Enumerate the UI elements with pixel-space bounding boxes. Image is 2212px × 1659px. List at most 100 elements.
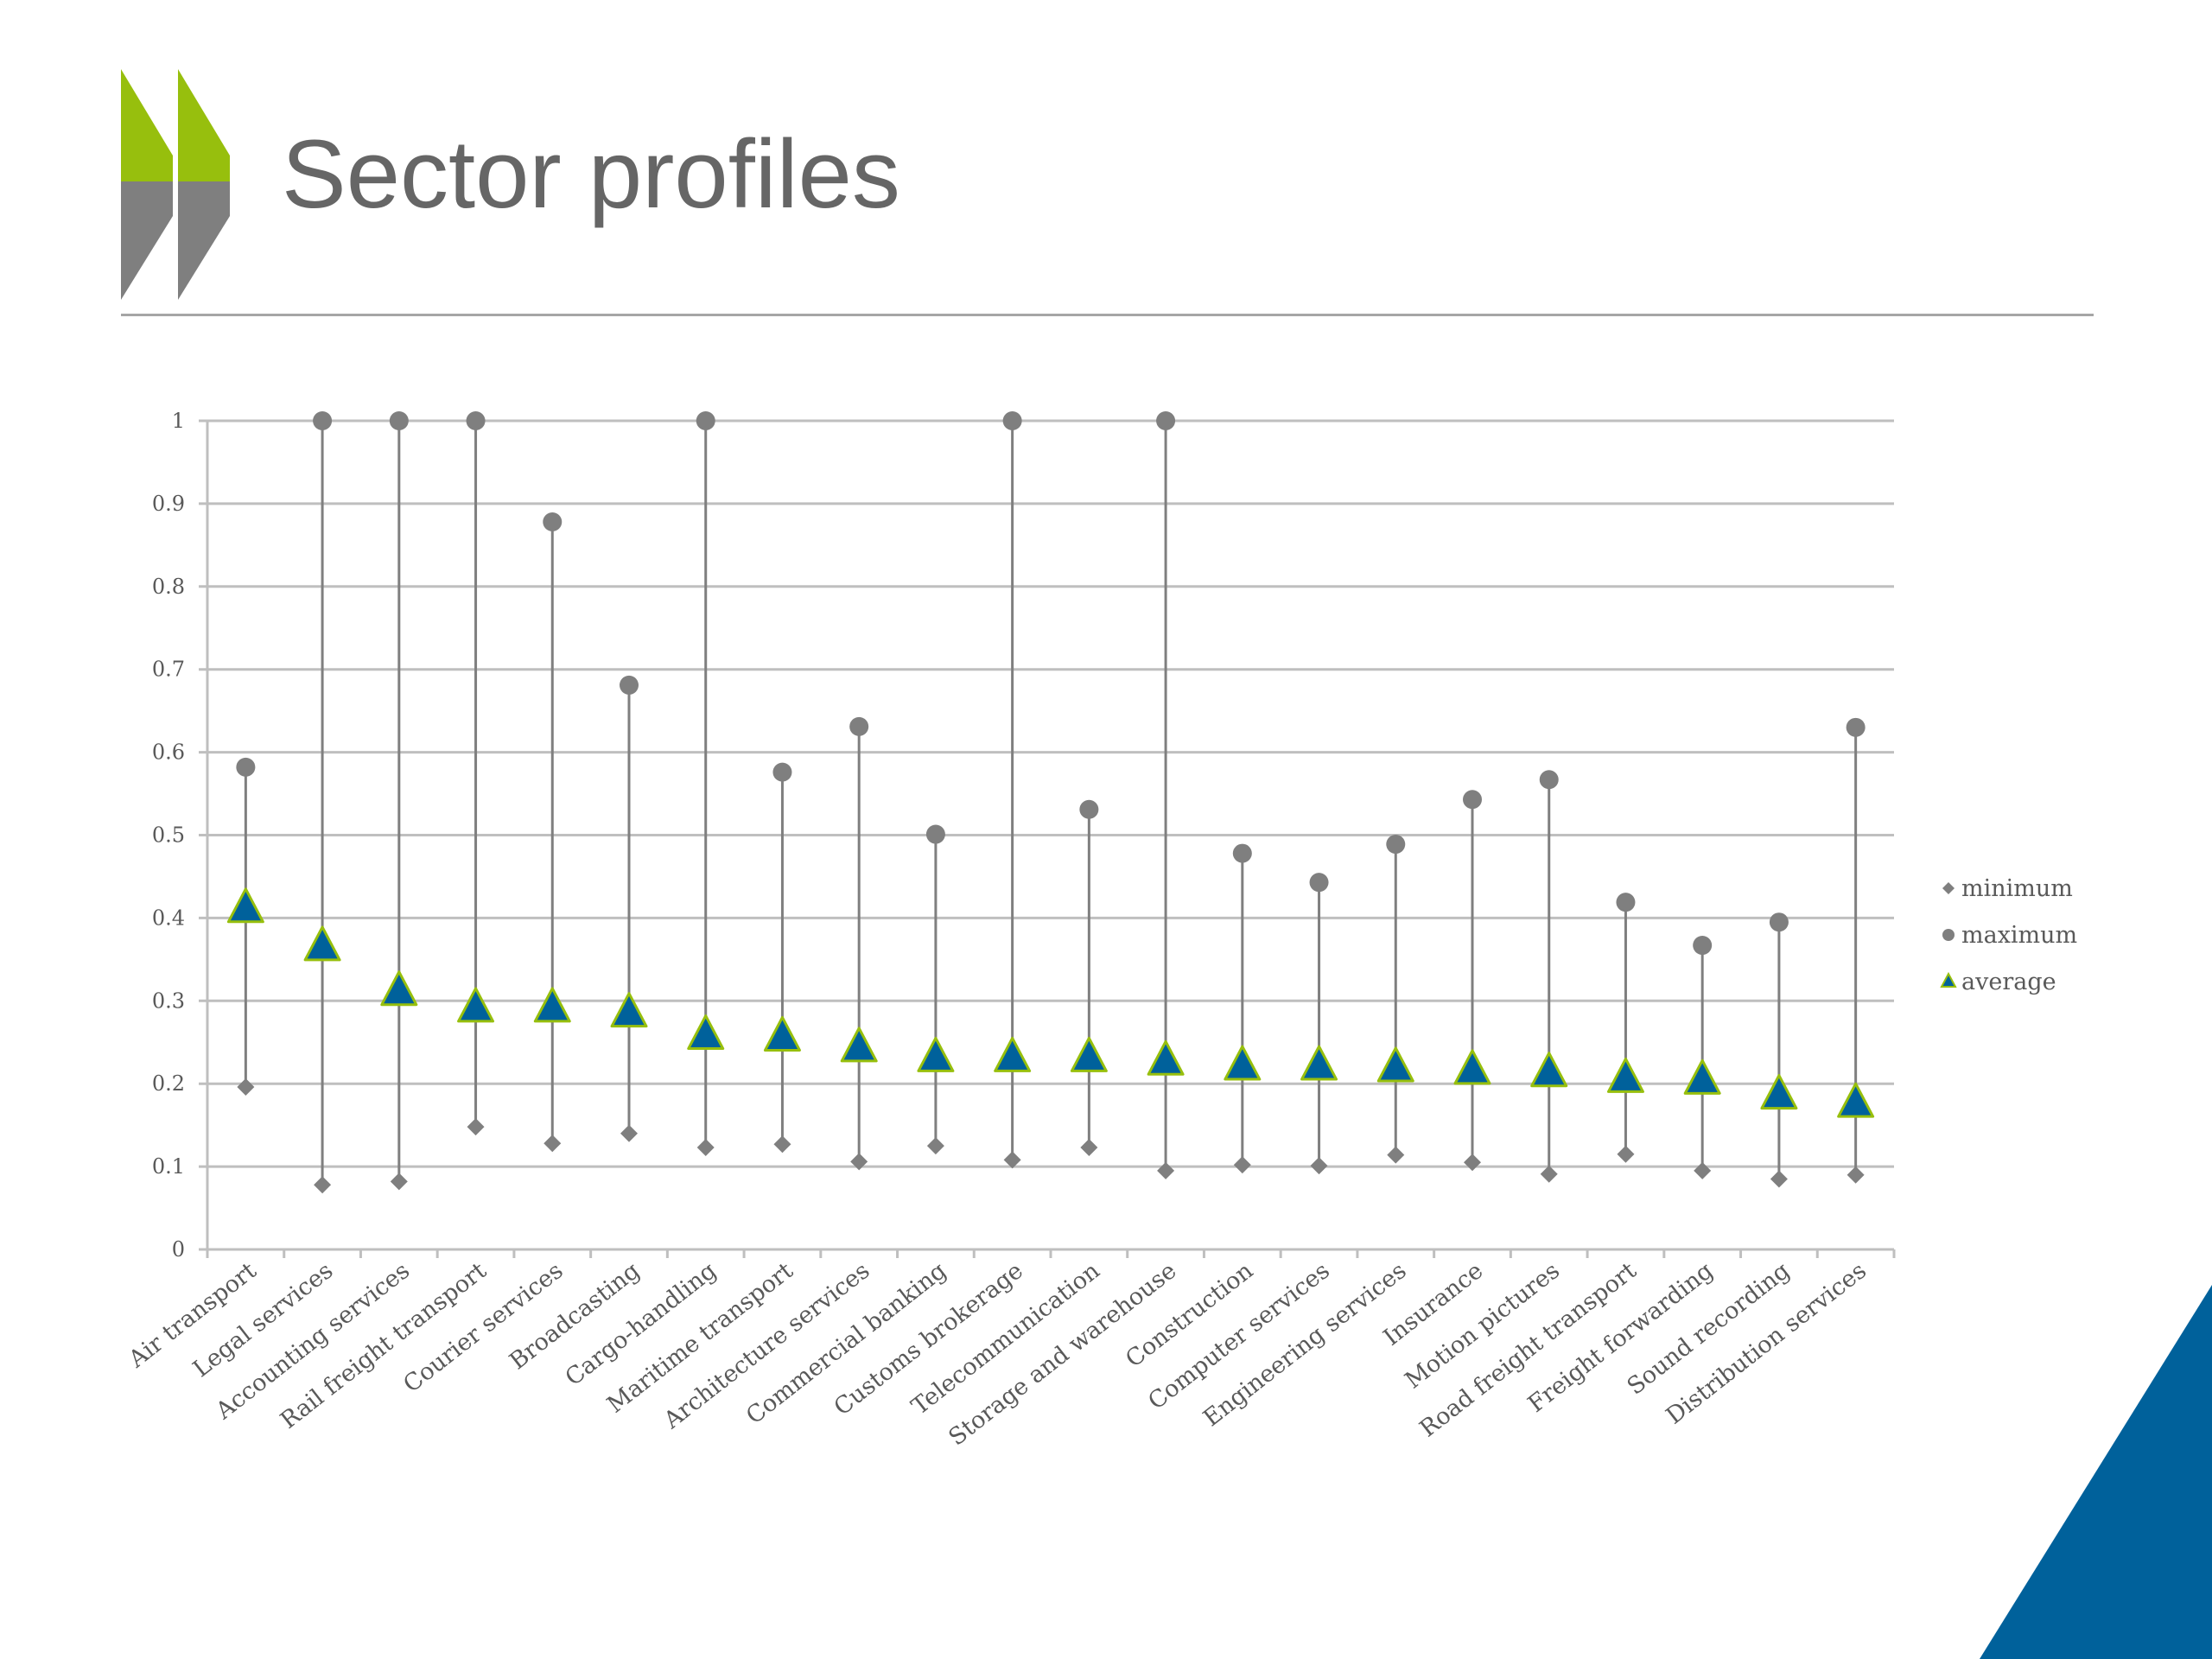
maximum-point [236, 757, 256, 777]
y-tick-label: 0.5 [152, 823, 185, 848]
average-point [994, 1036, 1032, 1072]
x-tick-label: Broadcasting [505, 1257, 645, 1375]
average-point [303, 925, 341, 962]
axes [199, 421, 1896, 1258]
minimum-point [390, 1173, 408, 1191]
average-point [1224, 1045, 1262, 1081]
maximum-point [1616, 893, 1636, 912]
minimum-point [1847, 1166, 1865, 1184]
minimum-point [314, 1176, 332, 1194]
oecd-chevron-logo-icon [121, 69, 230, 300]
maximum-point [1769, 912, 1789, 932]
average-point [1070, 1036, 1108, 1072]
average-point [1376, 1046, 1414, 1083]
legend-label: average [1961, 969, 2056, 995]
maximum-point [772, 762, 792, 782]
minimum-point [620, 1124, 638, 1142]
average-point [533, 987, 571, 1023]
average-point [226, 887, 264, 924]
minimum-point [1157, 1161, 1175, 1179]
y-tick-label: 0.4 [152, 906, 185, 930]
logo-chevron-2-grey [178, 181, 230, 300]
minimum-point [237, 1078, 255, 1096]
maximum-point [1693, 936, 1713, 956]
logo-chevron-2-green [178, 69, 230, 181]
average-point [380, 970, 418, 1007]
y-tick-label: 0.9 [152, 492, 185, 516]
minimum-point [1540, 1165, 1558, 1183]
slide-title: Sector profiles [282, 120, 900, 228]
minimum-point [1770, 1170, 1788, 1188]
average-point [1760, 1074, 1798, 1110]
minimum-point [773, 1135, 791, 1154]
maximum-point [1156, 411, 1176, 430]
maximum-point [925, 824, 945, 844]
average-point [1530, 1052, 1568, 1088]
chart-legend: minimum maximum average [1940, 875, 2077, 995]
maximum-point [313, 411, 333, 430]
average-point [1606, 1057, 1644, 1093]
average-point [610, 992, 648, 1028]
maximum-point [1846, 717, 1866, 737]
maximum-point [849, 716, 869, 736]
minimum-point [926, 1137, 944, 1155]
maximum-point [620, 675, 639, 695]
average-point [763, 1015, 801, 1052]
y-tick-label: 0.2 [152, 1071, 185, 1096]
maximum-point [1079, 799, 1099, 819]
x-tick-label: Air transport [124, 1257, 262, 1374]
gridlines [199, 419, 1894, 1168]
minimum-point [696, 1139, 715, 1157]
legend-label: maximum [1961, 922, 2077, 949]
y-tick-label: 0.8 [152, 575, 185, 599]
average-point [1453, 1049, 1491, 1085]
corner-triangle-shape [1980, 1285, 2212, 1659]
minimum-point [467, 1118, 485, 1136]
average-point [457, 987, 495, 1023]
y-tick-label: 1 [172, 409, 185, 433]
minimum-point [1694, 1161, 1712, 1179]
y-tick-label: 0 [172, 1237, 185, 1262]
minimum-point [1080, 1139, 1098, 1157]
minimum-point [1617, 1145, 1635, 1163]
average-point [687, 1014, 725, 1051]
maximum-point [1386, 835, 1406, 855]
average-point [1300, 1045, 1338, 1081]
average-point [1837, 1082, 1875, 1118]
logo-chevron-1-green [121, 69, 173, 181]
y-tick-label: 0.6 [152, 741, 185, 765]
maximum-markers [236, 411, 1866, 956]
average-point [840, 1027, 878, 1063]
maximum-point [466, 411, 486, 430]
minimum-point [543, 1135, 562, 1153]
title-divider [121, 314, 2094, 316]
minimum-point [1233, 1156, 1251, 1174]
average-point [917, 1036, 955, 1072]
legend-maximum-symbol [1942, 929, 1955, 941]
minimum-point [1387, 1146, 1405, 1164]
minimum-point [1310, 1157, 1328, 1175]
legend-label: minimum [1961, 875, 2073, 902]
minimum-point [1003, 1151, 1021, 1169]
average-point [1683, 1058, 1721, 1095]
x-tick-label: Construction [1121, 1257, 1258, 1373]
maximum-point [1232, 843, 1252, 863]
y-tick-labels: 0 0.1 0.2 0.3 0.4 0.5 0.6 0.7 0.8 0.9 1 [152, 409, 185, 1262]
y-tick-label: 0.3 [152, 988, 185, 1013]
minimum-markers [237, 1078, 1865, 1194]
maximum-point [696, 411, 715, 430]
maximum-point [543, 512, 563, 531]
logo-chevron-1-grey [121, 181, 173, 300]
maximum-point [1539, 770, 1559, 790]
maximum-point [1309, 873, 1329, 893]
y-tick-label: 0.1 [152, 1154, 185, 1179]
legend-minimum-symbol [1942, 882, 1955, 894]
average-markers [226, 887, 1875, 1118]
range-lines [244, 421, 1858, 1185]
minimum-point [1464, 1154, 1481, 1172]
maximum-point [1002, 411, 1022, 430]
